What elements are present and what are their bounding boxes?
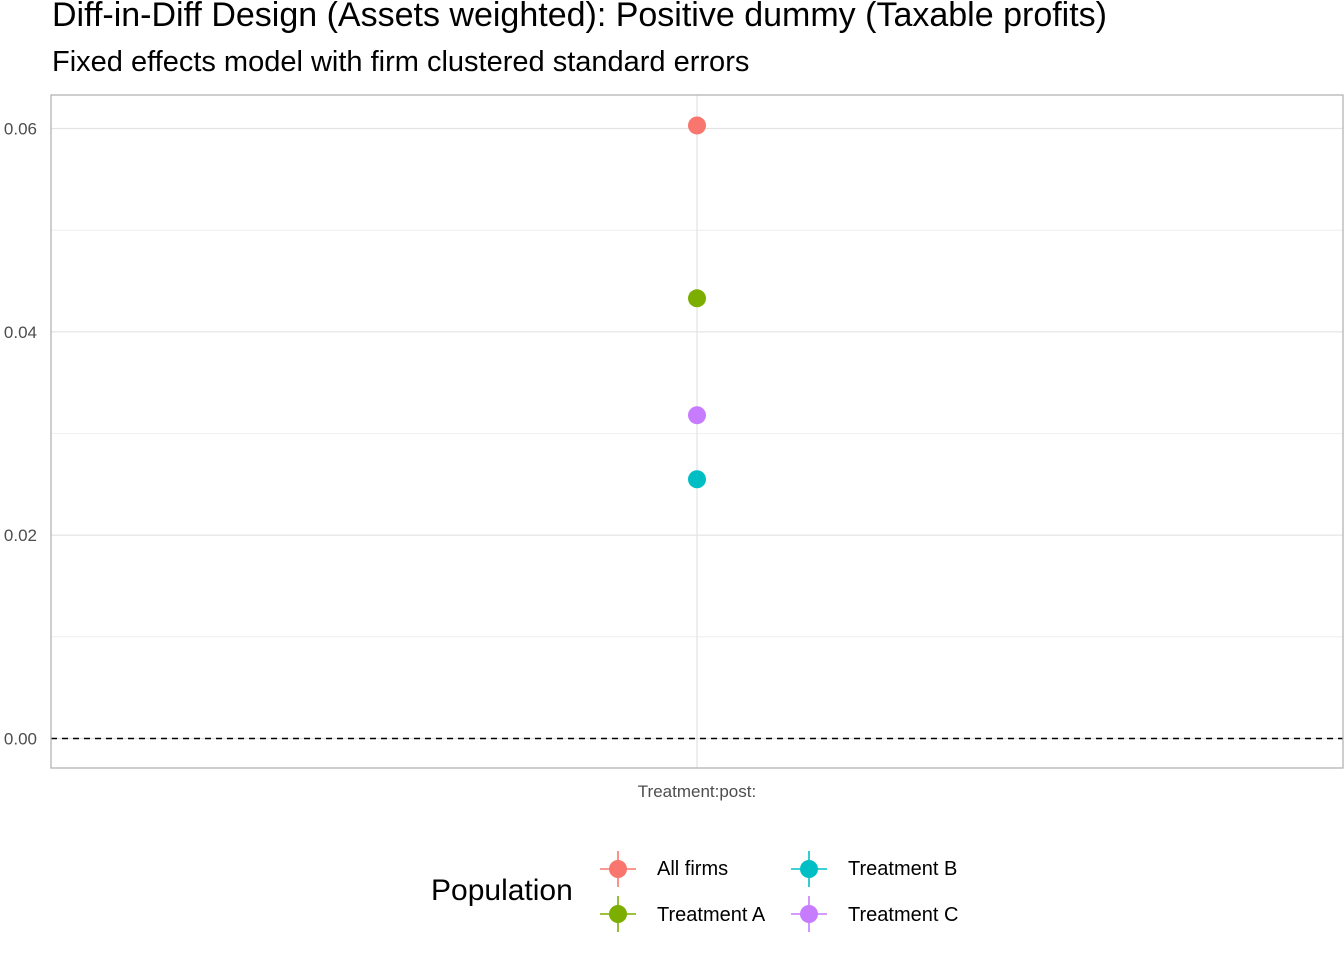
legend-label-treatment-b: Treatment B [848, 858, 958, 880]
y-tick-label: 0.02 [4, 526, 37, 545]
data-point [688, 470, 706, 489]
data-points [688, 116, 706, 489]
legend-key [791, 851, 827, 887]
data-point [688, 116, 706, 135]
legend-label-treatment-a: Treatment A [657, 904, 766, 926]
chart-subtitle: Fixed effects model with firm clustered … [52, 46, 750, 78]
legend-label-all-firms: All firms [657, 858, 729, 880]
data-point [688, 289, 706, 308]
legend-key [791, 896, 827, 932]
y-tick-label: 0.04 [4, 323, 37, 342]
chart-title: Diff-in-Diff Design (Assets weighted): P… [52, 0, 1107, 34]
legend-key [600, 851, 636, 887]
axis-labels: 0.00 0.02 0.04 0.06 Treatment:post: [4, 120, 756, 802]
data-point [688, 406, 706, 425]
y-tick-label: 0.06 [4, 120, 37, 139]
panel-border [50, 94, 1344, 769]
x-tick-label: Treatment:post: [638, 782, 756, 801]
y-tick-label: 0.00 [4, 730, 37, 749]
legend-key [600, 896, 636, 932]
legend-title: Population [431, 874, 573, 907]
legend-label-treatment-c: Treatment C [848, 904, 959, 926]
